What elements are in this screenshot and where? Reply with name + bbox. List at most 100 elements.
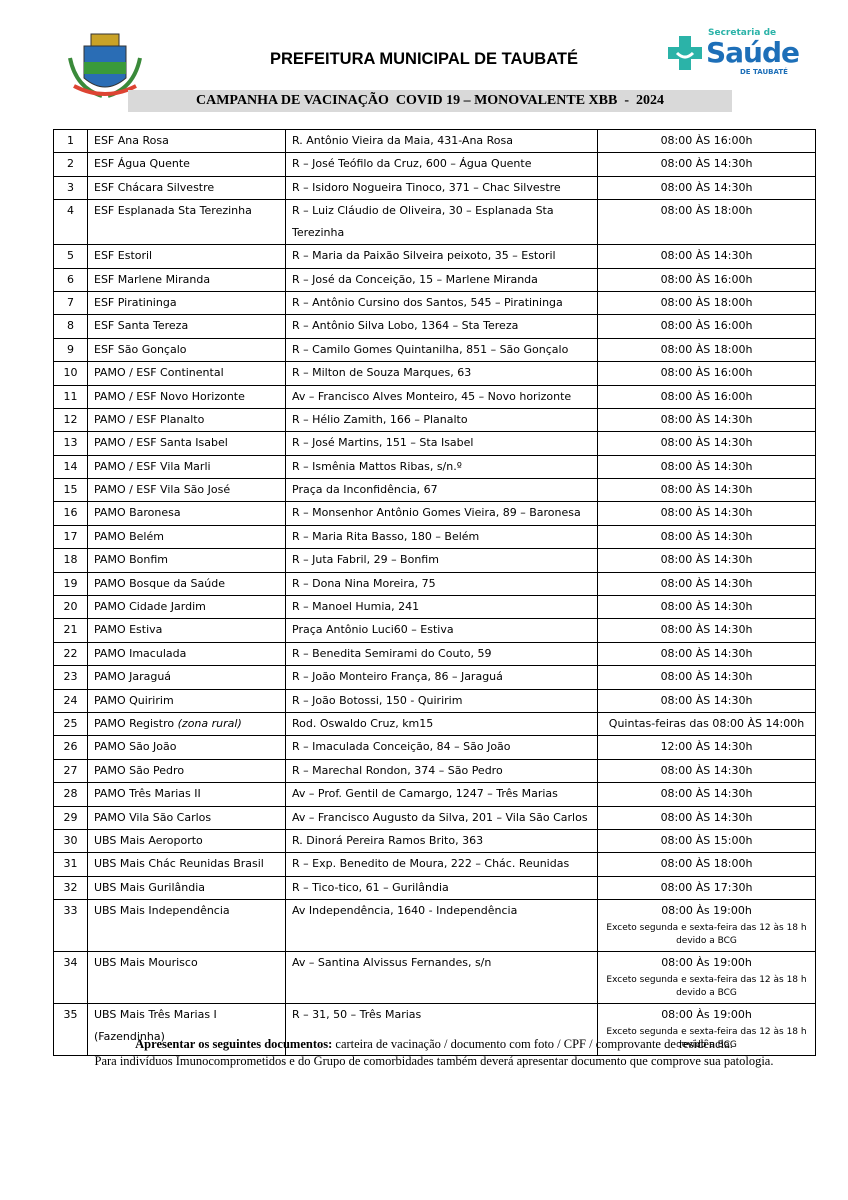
table-row: 31 UBS Mais Chác Reunidas Brasil R – Exp. …: [53, 852, 816, 877]
hours: 08:00 ÀS 14:30h: [597, 782, 816, 807]
row-number: 8: [53, 314, 88, 339]
hours: 08:00 ÀS 14:30h: [597, 595, 816, 620]
hours-text: 08:00 ÀS 17:30h: [660, 880, 753, 894]
hours-text: 08:00 ÀS 16:00h: [660, 319, 753, 333]
unit-name-text: UBS Mais Independência: [94, 904, 230, 918]
unit-name: ESF Piratininga: [87, 290, 286, 316]
unit-name-text: PAMO Registro: [94, 716, 175, 730]
hours-text: 08:00 ÀS 15:00h: [660, 833, 753, 847]
footer-text: carteira de vacinação / documento com fo…: [332, 1037, 733, 1051]
address: R – José Teófilo da Cruz, 600 – Água Que…: [285, 152, 598, 177]
hours: 08:00 ÀS 14:30h: [597, 431, 816, 456]
address: Rod. Oswaldo Cruz, km15: [285, 711, 598, 737]
hours-text: 08:00 ÀS 14:30h: [660, 249, 753, 263]
unit-name-note: (zona rural): [177, 716, 242, 730]
table-row: 10 PAMO / ESF Continental R – Milton de So…: [53, 361, 816, 386]
hours-text: 08:00 ÀS 14:30h: [660, 529, 753, 543]
unit-name-text: UBS Mais Gurilândia: [94, 880, 206, 894]
table-row: 33 UBS Mais Independência Av Independência…: [53, 899, 816, 953]
row-number: 33: [53, 899, 88, 953]
table-row: 7 ESF Piratininga R – Antônio Cursino dos …: [53, 290, 816, 316]
unit-name-text: PAMO Imaculada: [94, 646, 187, 660]
unit-name-text: PAMO Baronesa: [94, 506, 181, 520]
unit-name: UBS Mais Três Marias I (Fazendinha): [87, 1003, 286, 1057]
address: R – Maria da Paixão Silveira peixoto, 35…: [285, 244, 598, 269]
address: R – Camilo Gomes Quintanilha, 851 – São …: [285, 337, 598, 363]
unit-name: PAMO São Pedro: [87, 758, 286, 784]
table-row: 26 PAMO São João R – Imaculada Conceição, …: [53, 735, 816, 760]
address: R – Milton de Souza Marques, 63: [285, 361, 598, 386]
unit-name: ESF Esplanada Sta Terezinha: [87, 199, 286, 246]
hours: 08:00 Às 19:00h Exceto segunda e sexta-fe…: [597, 951, 816, 1005]
hours-text: 08:00 ÀS 16:00h: [660, 272, 753, 286]
hours: 08:00 ÀS 14:30h: [597, 571, 816, 597]
table-row: 27 PAMO São Pedro R – Marechal Rondon, 374…: [53, 758, 816, 784]
table-row: 1 ESF Ana Rosa R. Antônio Vieira da Maia, …: [53, 128, 816, 154]
title: PREFEITURA MUNICIPAL DE TAUBATÉ: [270, 50, 578, 68]
unit-name: ESF Marlene Miranda: [87, 267, 286, 292]
hours: 08:00 ÀS 14:30h: [597, 665, 816, 690]
address: R – Antônio Cursino dos Santos, 545 – Pi…: [285, 290, 598, 316]
table-row: 15 PAMO / ESF Vila São José Praça da Incon…: [53, 478, 816, 503]
unit-name: UBS Mais Mourisco: [87, 951, 286, 1005]
row-number: 12: [53, 407, 88, 433]
table-row: 3 ESF Chácara Silvestre R – Isidoro Noguei…: [53, 175, 816, 201]
address: R – Tico-tico, 61 – Gurilândia: [285, 875, 598, 901]
hours-text: 08:00 ÀS 14:30h: [660, 810, 753, 824]
row-number: 28: [53, 782, 88, 807]
unit-name: PAMO / ESF Continental: [87, 361, 286, 386]
unit-name: ESF Santa Tereza: [87, 314, 286, 339]
unit-name: PAMO Cidade Jardim: [87, 595, 286, 620]
hours-text: 08:00 ÀS 14:30h: [660, 576, 753, 590]
row-number: 18: [53, 548, 88, 573]
table-row: 24 PAMO Quiririm R – João Botossi, 150 - Q…: [53, 688, 816, 713]
table-row: 8 ESF Santa Tereza R – Antônio Silva Lobo,…: [53, 314, 816, 339]
row-number: 34: [53, 951, 88, 1005]
unit-name-text: UBS Mais Chác Reunidas Brasil: [94, 857, 264, 871]
row-number: 15: [53, 478, 88, 503]
hours: 08:00 ÀS 16:00h: [597, 267, 816, 292]
hours-note: Exceto segunda e sexta-feira das 12 às 1…: [606, 975, 807, 999]
logo-text: DE TAUBATÉ: [740, 68, 788, 76]
hours-text: 08:00 ÀS 14:30h: [660, 483, 753, 497]
table-row: 14 PAMO / ESF Vila Marli R – Ismênia Matto…: [53, 454, 816, 480]
address: R. Antônio Vieira da Maia, 431-Ana Rosa: [285, 128, 598, 154]
table-row: 9 ESF São Gonçalo R – Camilo Gomes Quintan…: [53, 337, 816, 363]
table-row: 19 PAMO Bosque da Saúde R – Dona Nina More…: [53, 571, 816, 597]
unit-name-text: PAMO São Pedro: [94, 763, 185, 777]
row-number: 20: [53, 595, 88, 620]
schedule-table: 1 ESF Ana Rosa R. Antônio Vieira da Maia, …: [53, 128, 816, 1057]
table-row: 11 PAMO / ESF Novo Horizonte Av – Francisc…: [53, 384, 816, 409]
hours-text: 08:00 ÀS 14:30h: [660, 600, 753, 614]
hours-text: 08:00 ÀS 14:30h: [660, 763, 753, 777]
unit-name-text: PAMO Belém: [94, 529, 164, 543]
hours-text: 08:00 ÀS 18:00h: [660, 295, 753, 309]
address: R – Hélio Zamith, 166 – Planalto: [285, 407, 598, 433]
hours: 08:00 ÀS 16:00h: [597, 384, 816, 409]
footer-text: Para indivíduos Imunocomprometidos e do …: [94, 1054, 774, 1068]
hours: 08:00 ÀS 14:30h: [597, 407, 816, 433]
unit-name-text: PAMO Bosque da Saúde: [94, 576, 225, 590]
unit-name: PAMO Vila São Carlos: [87, 805, 286, 830]
unit-name-text: ESF São Gonçalo: [94, 342, 187, 356]
table-row: 20 PAMO Cidade Jardim R – Manoel Humia, 24…: [53, 595, 816, 620]
table-row: 4 ESF Esplanada Sta Terezinha R – Luiz Clá…: [53, 199, 816, 246]
hours: 08:00 ÀS 14:30h: [597, 524, 816, 550]
unit-name: PAMO Três Marias II: [87, 782, 286, 807]
unit-name-text: PAMO Bonfim: [94, 553, 168, 567]
table-row: 6 ESF Marlene Miranda R – José da Conceiçã…: [53, 267, 816, 292]
hours: 08:00 ÀS 14:30h: [597, 805, 816, 830]
unit-name: PAMO / ESF Planalto: [87, 407, 286, 433]
table-row: 16 PAMO Baronesa R – Monsenhor Antônio Gom…: [53, 501, 816, 526]
logo-text: Secretaria de: [708, 28, 777, 38]
address: R – Imaculada Conceição, 84 – São João: [285, 735, 598, 760]
address: Av – Francisco Augusto da Silva, 201 – V…: [285, 805, 598, 830]
row-number: 32: [53, 875, 88, 901]
hours: 08:00 ÀS 14:30h: [597, 244, 816, 269]
unit-name-text: PAMO / ESF Continental: [94, 366, 224, 380]
row-number: 29: [53, 805, 88, 830]
row-number: 24: [53, 688, 88, 713]
table-row: 32 UBS Mais Gurilândia R – Tico-tico, 61 –…: [53, 875, 816, 901]
footer-lead: Apresentar os seguintes documentos:: [135, 1037, 333, 1051]
unit-name: PAMO / ESF Santa Isabel: [87, 431, 286, 456]
